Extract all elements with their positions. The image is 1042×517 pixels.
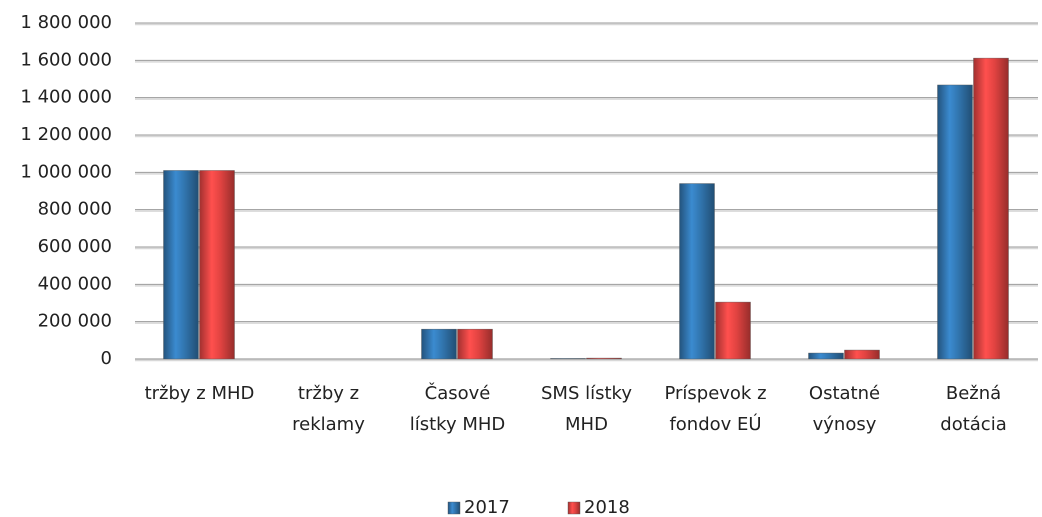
x-tick-label: tržby z MHD — [144, 383, 255, 404]
legend-label: 2017 — [464, 497, 510, 517]
bar — [586, 357, 622, 360]
legend-swatch — [567, 501, 581, 515]
x-tick-label: Príspevok z fondov EÚ — [664, 383, 767, 435]
bar — [421, 328, 457, 360]
bar — [715, 301, 751, 360]
bar — [808, 352, 844, 360]
bar — [844, 349, 880, 360]
x-tick-label: Ostatné výnosy — [808, 383, 881, 435]
bar — [163, 170, 199, 360]
bar — [550, 358, 586, 360]
y-tick-label: 1 200 000 — [20, 124, 112, 145]
x-tick-label: SMS lístky MHD — [541, 383, 632, 435]
bar — [973, 57, 1009, 360]
bar — [679, 183, 715, 360]
y-tick-label: 1 000 000 — [20, 161, 112, 182]
x-tick-label: Časové lístky MHD — [409, 383, 506, 435]
legend-label: 2018 — [584, 497, 630, 517]
y-tick-label: 0 — [101, 348, 112, 369]
y-tick-label: 400 000 — [38, 273, 112, 294]
y-tick-label: 1 400 000 — [20, 87, 112, 108]
bar — [199, 170, 235, 360]
y-tick-label: 1 800 000 — [20, 12, 112, 33]
x-tick-label: tržby z reklamy — [292, 383, 365, 435]
bar — [937, 84, 973, 360]
legend-swatch — [447, 501, 461, 515]
x-tick-label: Bežná dotácia — [940, 383, 1007, 435]
y-tick-label: 800 000 — [38, 199, 112, 220]
y-tick-label: 200 000 — [38, 311, 112, 332]
bar — [457, 328, 493, 360]
y-tick-label: 1 600 000 — [20, 49, 112, 70]
y-tick-label: 600 000 — [38, 236, 112, 257]
